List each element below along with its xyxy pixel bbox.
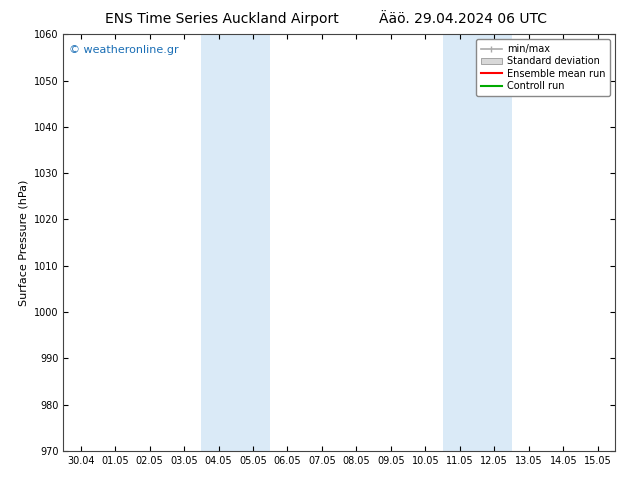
Text: Ääö. 29.04.2024 06 UTC: Ääö. 29.04.2024 06 UTC <box>379 12 547 26</box>
Text: © weatheronline.gr: © weatheronline.gr <box>69 45 179 55</box>
Y-axis label: Surface Pressure (hPa): Surface Pressure (hPa) <box>18 179 29 306</box>
Text: ENS Time Series Auckland Airport: ENS Time Series Auckland Airport <box>105 12 339 26</box>
Bar <box>443 34 512 451</box>
Bar <box>202 34 270 451</box>
Legend: min/max, Standard deviation, Ensemble mean run, Controll run: min/max, Standard deviation, Ensemble me… <box>476 39 610 96</box>
